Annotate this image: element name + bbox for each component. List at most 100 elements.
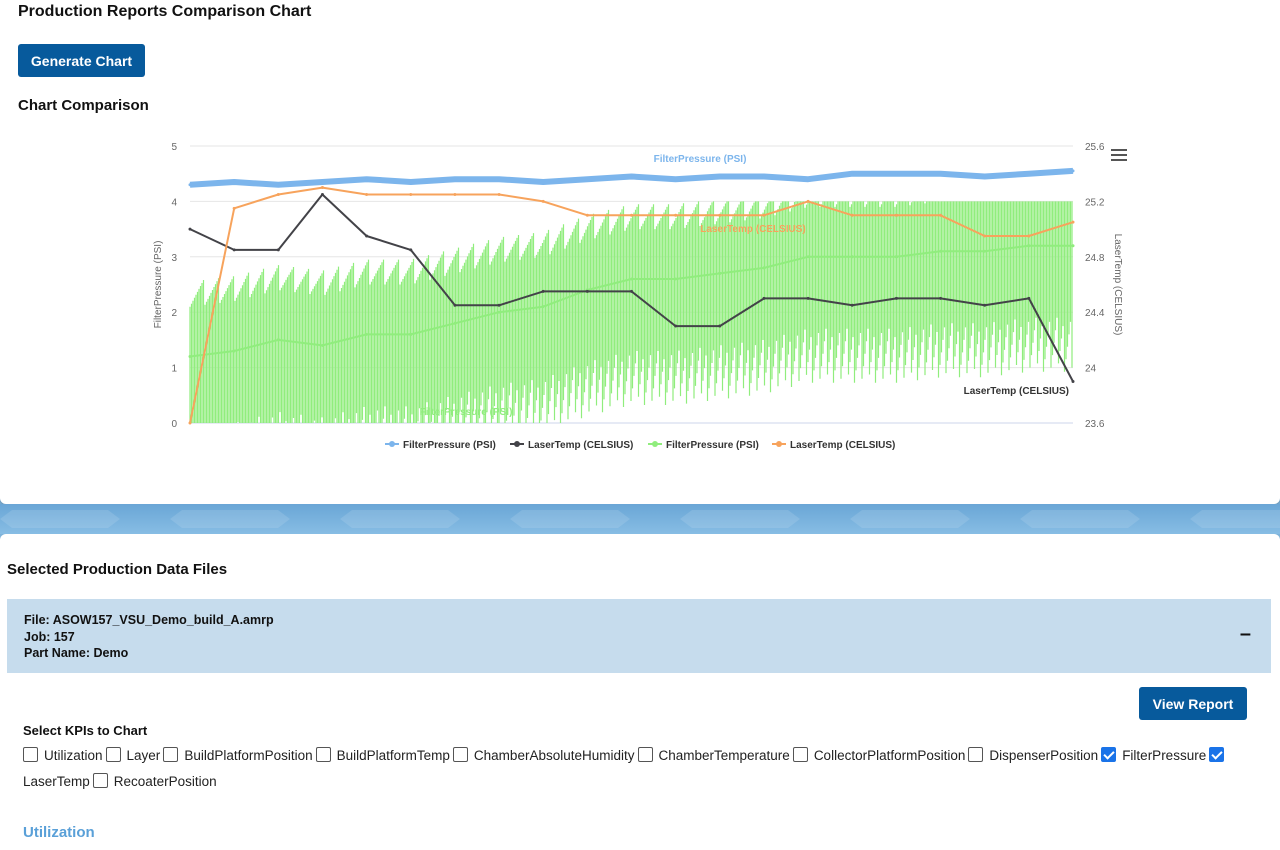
- kpi-option-buildplatformtemp[interactable]: BuildPlatformTemp: [315, 747, 453, 763]
- file-accordion-header[interactable]: File: ASOW157_VSU_Demo_build_A.amrp Job:…: [7, 599, 1271, 673]
- kpi-checkbox[interactable]: [23, 747, 38, 762]
- data-point: [276, 183, 280, 187]
- kpi-select-label: Select KPIs to Chart: [23, 723, 148, 738]
- data-point: [585, 177, 589, 181]
- comparison-chart: 0 1 2 3 4 5 23.6 24 24.4 24.8 25.2 25.6 FilterPressu…: [153, 142, 1123, 451]
- kpi-option-buildplatformposition[interactable]: BuildPlatformPosition: [163, 747, 315, 763]
- data-point: [718, 174, 722, 178]
- series-annotation: FilterPressure (PSI): [420, 407, 513, 418]
- minus-icon[interactable]: –: [1239, 623, 1251, 645]
- series-annotation: LaserTemp (CELSIUS): [964, 386, 1069, 397]
- data-point: [1071, 169, 1075, 173]
- kpi-checkbox[interactable]: [315, 747, 331, 762]
- series-annotation: LaserTemp (CELSIUS): [700, 224, 805, 235]
- kpi-label: ChamberTemperature: [658, 748, 790, 763]
- kpi-label: FilterPressure: [1122, 748, 1207, 763]
- data-point: [762, 266, 766, 270]
- data-point: [762, 213, 766, 217]
- legend-item-label: FilterPressure (PSI): [403, 440, 496, 451]
- data-point: [188, 183, 192, 187]
- kpi-checkbox[interactable]: [1209, 747, 1225, 762]
- kpi-option-lasertemp[interactable]: LaserTemp: [23, 747, 1230, 789]
- data-point: [1071, 220, 1075, 224]
- view-report-button[interactable]: View Report: [1139, 687, 1247, 720]
- kpi-checkbox[interactable]: [637, 747, 653, 762]
- chart-panel: Production Reports Comparison Chart Gene…: [0, 0, 1280, 504]
- utilization-heading: Utilization: [23, 824, 95, 841]
- data-point: [806, 255, 810, 259]
- data-point: [806, 296, 810, 300]
- kpi-option-filterpressure[interactable]: FilterPressure: [1101, 747, 1209, 763]
- data-point: [188, 227, 192, 231]
- data-point: [188, 421, 192, 425]
- kpi-checkbox[interactable]: [792, 747, 808, 762]
- data-point: [453, 321, 457, 325]
- kpi-option-layer[interactable]: Layer: [105, 747, 164, 763]
- y-right-tick-label: 24.4: [1085, 308, 1105, 319]
- data-point: [850, 172, 854, 176]
- kpi-option-recoaterposition[interactable]: RecoaterPosition: [92, 773, 220, 789]
- data-point: [320, 192, 324, 196]
- data-point: [806, 177, 810, 181]
- data-point: [409, 192, 413, 196]
- data-point: [939, 213, 943, 217]
- kpi-checkbox[interactable]: [163, 747, 179, 762]
- data-point: [1027, 172, 1031, 176]
- legend-marker: [389, 441, 395, 447]
- legend-marker: [514, 441, 520, 447]
- data-point: [630, 277, 633, 281]
- kpi-option-collectorplatformposition[interactable]: CollectorPlatformPosition: [792, 747, 969, 763]
- data-point: [939, 172, 943, 176]
- kpi-option-dispenserposition[interactable]: DispenserPosition: [968, 747, 1101, 763]
- data-point: [674, 177, 678, 181]
- legend-item-label: FilterPressure (PSI): [666, 440, 759, 451]
- data-point: [541, 180, 545, 184]
- kpi-checkbox[interactable]: [92, 773, 108, 788]
- data-point: [718, 271, 722, 275]
- kpi-option-chamberabsolutehumidity[interactable]: ChamberAbsoluteHumidity: [452, 747, 638, 763]
- y-right-tick-label: 25.2: [1085, 197, 1105, 208]
- data-point: [1027, 244, 1031, 248]
- y-left-tick-label: 5: [171, 142, 177, 153]
- data-point: [983, 174, 987, 178]
- data-point: [939, 249, 943, 253]
- y-left-tick-label: 0: [171, 419, 177, 430]
- kpi-label: ChamberAbsoluteHumidity: [473, 748, 635, 763]
- data-point: [850, 213, 854, 217]
- generate-chart-button[interactable]: Generate Chart: [18, 44, 145, 77]
- data-point: [1071, 379, 1075, 383]
- data-point: [409, 180, 413, 184]
- data-point: [320, 343, 324, 347]
- files-panel: Selected Production Data Files File: ASO…: [0, 534, 1280, 850]
- kpi-checkbox[interactable]: [105, 747, 121, 762]
- kpi-label: Layer: [126, 748, 161, 763]
- data-point: [497, 177, 501, 181]
- data-point: [894, 296, 898, 300]
- kpi-option-chambertemperature[interactable]: ChamberTemperature: [637, 747, 793, 763]
- data-point: [762, 296, 766, 300]
- data-point: [541, 199, 545, 203]
- legend-item-label: LaserTemp (CELSIUS): [790, 440, 895, 451]
- data-point: [276, 338, 280, 342]
- kpi-checkbox[interactable]: [1101, 747, 1117, 762]
- kpi-option-utilization[interactable]: Utilization: [23, 747, 106, 763]
- chart-menu-icon[interactable]: [1111, 149, 1127, 163]
- data-point: [674, 277, 678, 281]
- data-point: [276, 192, 280, 196]
- y-right-tick-label: 23.6: [1085, 419, 1105, 430]
- data-point: [850, 303, 854, 307]
- page-title: Production Reports Comparison Chart: [18, 3, 312, 20]
- data-point: [409, 332, 413, 336]
- kpi-checkbox[interactable]: [452, 747, 468, 762]
- legend-item-label: LaserTemp (CELSIUS): [528, 440, 633, 451]
- series-annotation: FilterPressure (PSI): [654, 154, 747, 165]
- kpi-label: CollectorPlatformPosition: [813, 748, 966, 763]
- data-point: [983, 249, 987, 253]
- data-point: [497, 310, 501, 314]
- kpi-checkbox-list: Utilization Layer BuildPlatformPosition Bui…: [23, 743, 1263, 795]
- data-point: [453, 192, 457, 196]
- kpi-checkbox[interactable]: [968, 747, 984, 762]
- data-point: [718, 213, 722, 217]
- data-point: [232, 248, 236, 252]
- kpi-label: DispenserPosition: [989, 748, 1099, 763]
